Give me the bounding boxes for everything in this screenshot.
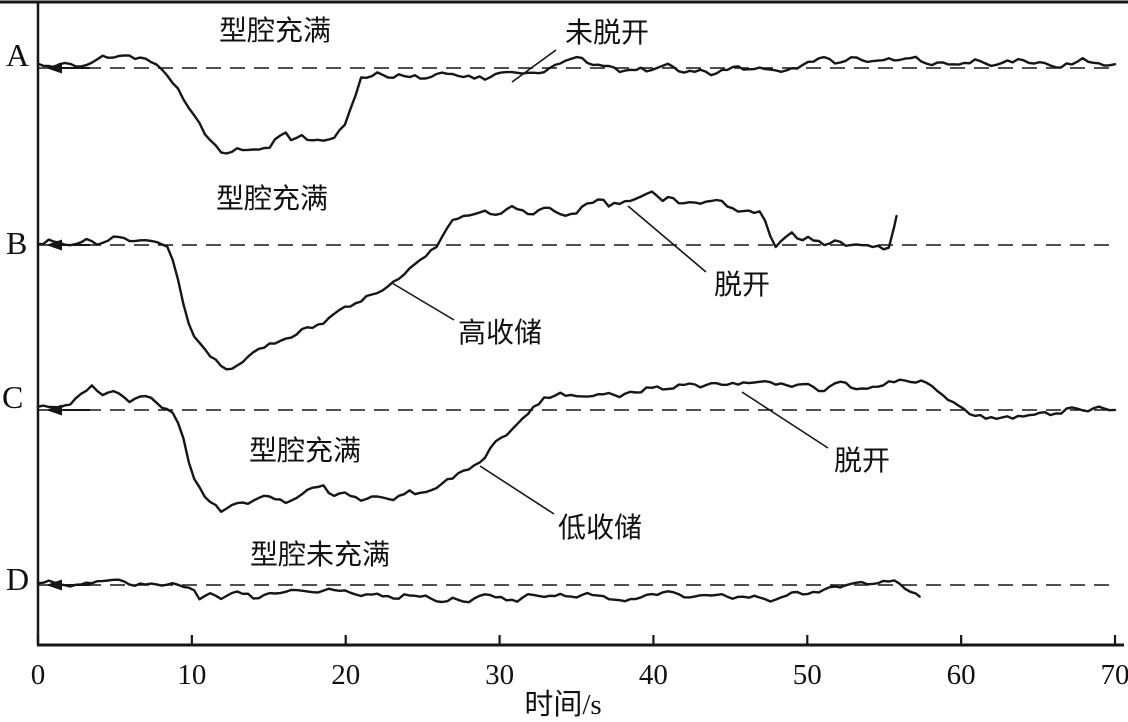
leader-line-4: [391, 282, 455, 321]
baseline-arrowhead-D: [46, 579, 62, 591]
leader-line-1: [511, 49, 557, 83]
x-tick-label: 60: [947, 659, 976, 691]
annotation-label-0: 型腔充满: [219, 15, 331, 47]
row-label-D: D: [6, 561, 29, 597]
x-tick-label: 20: [331, 659, 360, 691]
leader-line-6: [479, 465, 555, 515]
annotation-label-3: 脱开: [714, 269, 770, 301]
row-label-A: A: [6, 37, 29, 73]
x-tick-label: 30: [485, 659, 514, 691]
annotation-label-1: 未脱开: [565, 17, 649, 49]
row-label-B: B: [6, 225, 27, 261]
x-tick-label: 50: [793, 659, 822, 691]
x-tick-label: 40: [639, 659, 668, 691]
annotation-label-4: 高收储: [458, 317, 542, 349]
annotation-label-5: 型腔充满: [249, 435, 361, 467]
trace-C: [36, 378, 1117, 513]
trace-D: [36, 578, 921, 604]
trace-B: [36, 190, 898, 371]
x-axis-title: 时间/s: [524, 688, 601, 721]
trace-A: [36, 54, 1117, 155]
row-label-C: C: [2, 379, 23, 415]
x-tick-label: 10: [177, 659, 206, 691]
annotation-label-6: 低收储: [558, 512, 642, 544]
annotation-label-2: 型腔充满: [216, 183, 328, 215]
annotation-label-7: 脱开: [834, 445, 890, 477]
annotation-label-8: 型腔未充满: [250, 539, 390, 571]
x-tick-label: 0: [31, 659, 46, 691]
leader-line-3: [627, 205, 707, 273]
x-tick-label: 70: [1101, 659, 1128, 691]
leader-line-7: [741, 391, 829, 449]
